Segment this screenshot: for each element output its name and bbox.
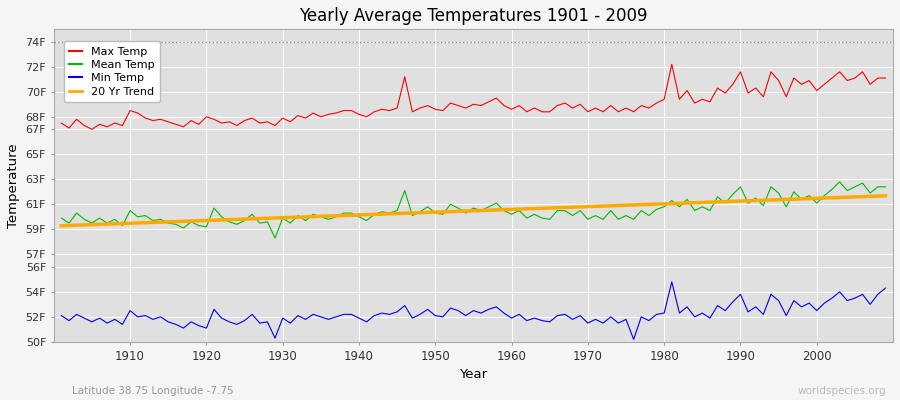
Title: Yearly Average Temperatures 1901 - 2009: Yearly Average Temperatures 1901 - 2009	[299, 7, 648, 25]
Text: Latitude 38.75 Longitude -7.75: Latitude 38.75 Longitude -7.75	[72, 386, 234, 396]
Text: worldspecies.org: worldspecies.org	[798, 386, 886, 396]
X-axis label: Year: Year	[459, 368, 488, 381]
Legend: Max Temp, Mean Temp, Min Temp, 20 Yr Trend: Max Temp, Mean Temp, Min Temp, 20 Yr Tre…	[64, 41, 160, 102]
Y-axis label: Temperature: Temperature	[7, 143, 20, 228]
